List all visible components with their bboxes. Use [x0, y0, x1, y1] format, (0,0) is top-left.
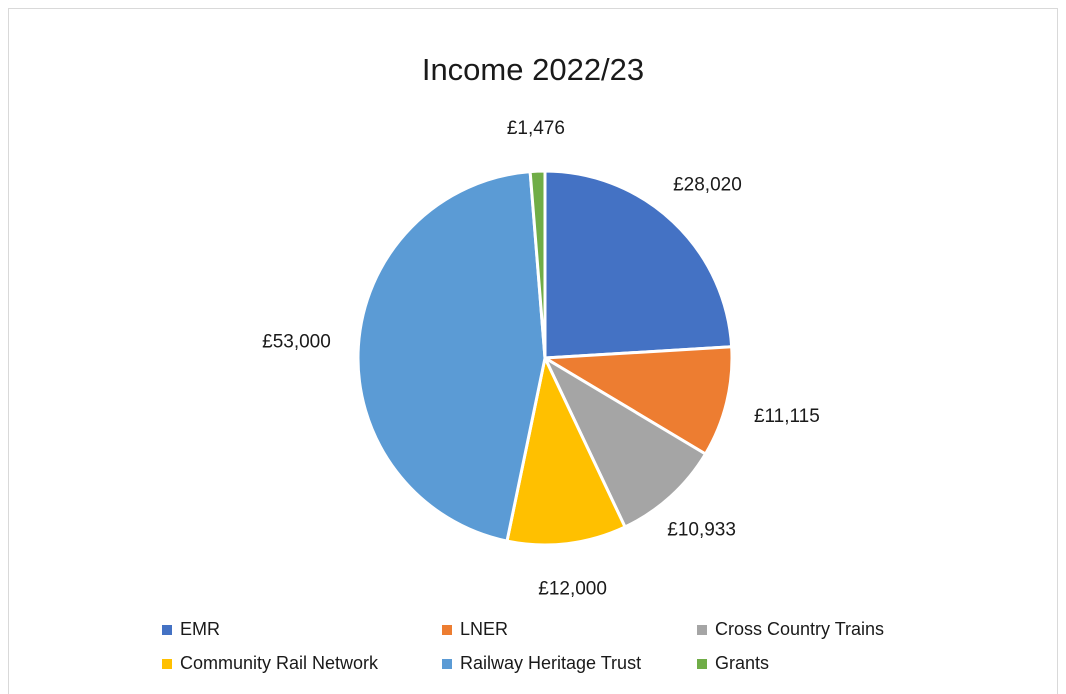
- pie-slice-grants: [528, 169, 547, 360]
- legend-swatch: [162, 624, 172, 635]
- legend-item-grants: Grants: [697, 653, 769, 674]
- legend-swatch: [162, 658, 172, 669]
- pie-slice-railway-heritage-trust: [356, 170, 547, 543]
- legend-swatch: [697, 658, 707, 669]
- legend-swatch: [442, 658, 452, 669]
- data-label-grants: £1,476: [507, 118, 565, 139]
- data-label-community-rail-network: £12,000: [538, 578, 607, 599]
- legend-item-railway-heritage-trust: Railway Heritage Trust: [442, 653, 641, 674]
- legend-label: Grants: [715, 653, 770, 673]
- pie-data-labels: £28,020 £11,115 £10,933 £12,000 £53,000 £1,47…: [262, 118, 820, 599]
- data-label-railway-heritage-trust: £53,000: [262, 331, 331, 352]
- pie-slices: [356, 169, 734, 547]
- legend-item-emr: EMR: [162, 619, 220, 640]
- legend-swatch: [697, 624, 707, 635]
- data-label-lner: £11,115: [754, 406, 820, 427]
- legend-label: LNER: [460, 619, 509, 639]
- pie-slice-cross-country-trains: [543, 356, 707, 529]
- pie-slice-lner: [543, 345, 734, 456]
- pie-slice-emr: [543, 169, 734, 360]
- chart-title: Income 2022/23: [421, 52, 645, 87]
- data-label-emr: £28,020: [673, 174, 742, 195]
- legend-item-cross-country-trains: Cross Country Trains: [697, 619, 884, 640]
- legend-item-lner: LNER: [442, 619, 508, 640]
- legend-label: Cross Country Trains: [715, 619, 885, 639]
- legend-swatch: [442, 624, 452, 635]
- legend-item-community-rail-network: Community Rail Network: [162, 653, 378, 674]
- legend-label: Railway Heritage Trust: [460, 653, 642, 673]
- legend-label: EMR: [180, 619, 220, 639]
- legend-label: Community Rail Network: [180, 653, 379, 673]
- data-label-cross-country-trains: £10,933: [667, 520, 736, 541]
